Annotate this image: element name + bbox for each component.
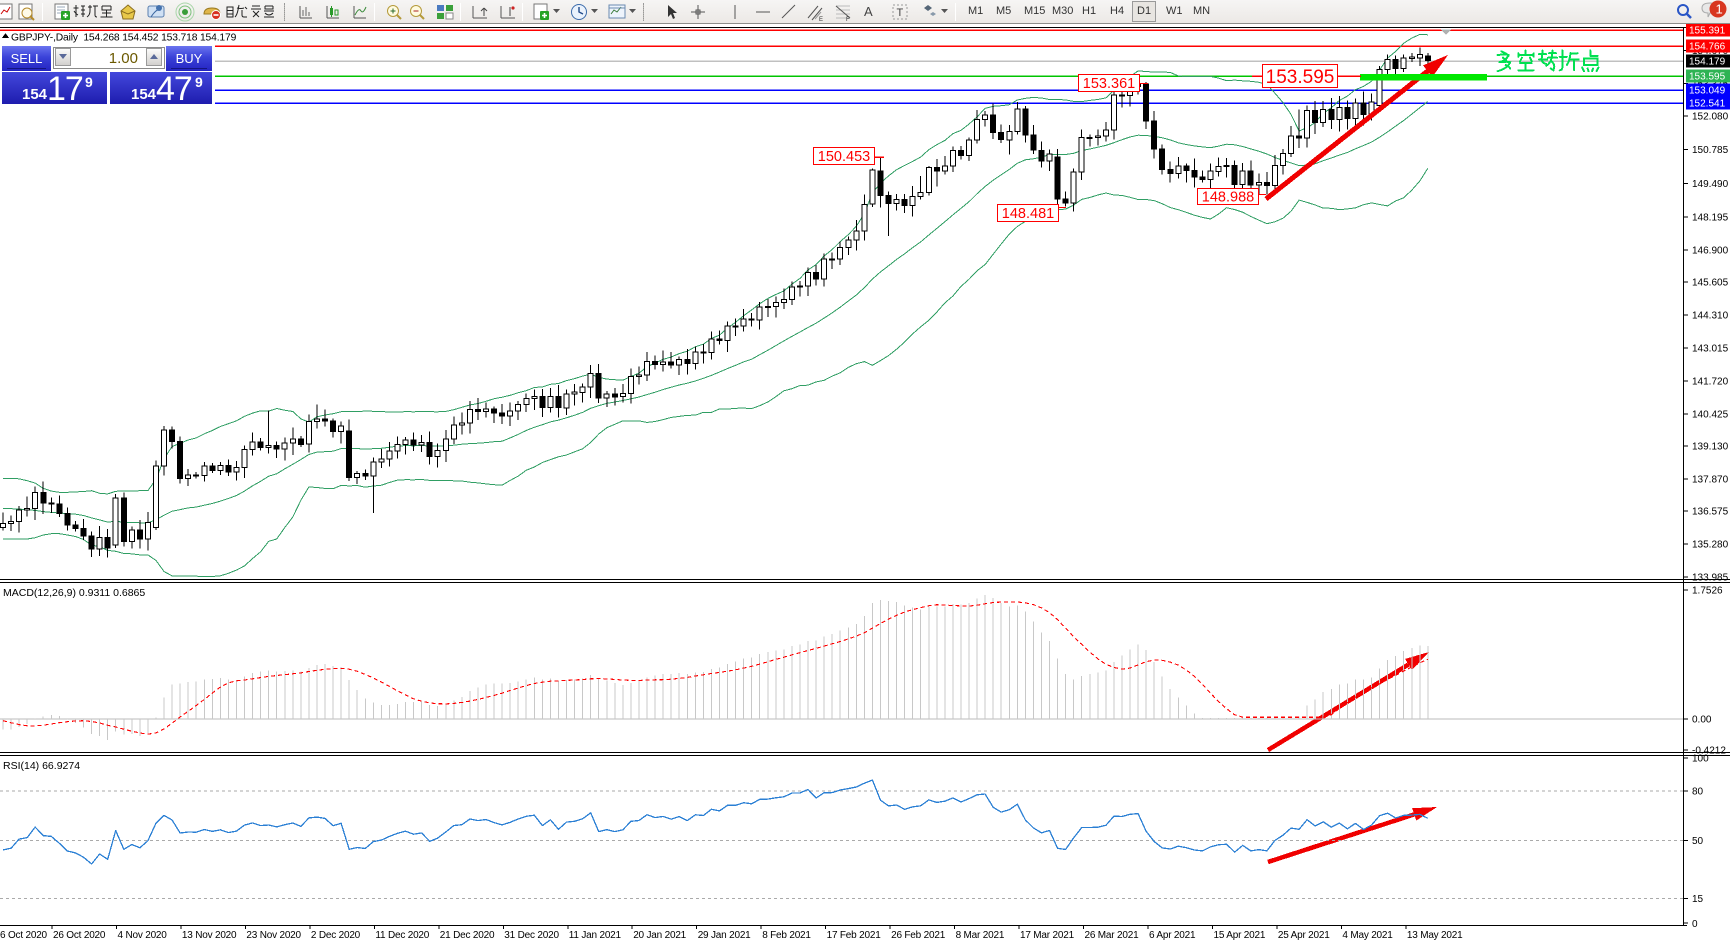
- svg-text:133.985: 133.985: [1692, 573, 1729, 584]
- svg-text:154.766: 154.766: [1689, 42, 1726, 53]
- svg-text:RSI(14) 66.9274: RSI(14) 66.9274: [3, 760, 80, 772]
- svg-text:137.870: 137.870: [1692, 475, 1729, 486]
- svg-text:152.080: 152.080: [1692, 112, 1729, 123]
- svg-text:8 Mar 2021: 8 Mar 2021: [956, 930, 1005, 941]
- svg-text:2 Dec 2020: 2 Dec 2020: [311, 930, 361, 941]
- svg-text:152.541: 152.541: [1689, 99, 1726, 110]
- svg-text:148.195: 148.195: [1692, 212, 1729, 223]
- svg-text:0: 0: [1692, 919, 1698, 930]
- svg-text:153.595: 153.595: [1266, 67, 1335, 88]
- svg-text:144.310: 144.310: [1692, 310, 1729, 321]
- svg-text:13 May 2021: 13 May 2021: [1407, 930, 1463, 941]
- svg-text:153.361: 153.361: [1083, 76, 1135, 92]
- svg-text:F: F: [846, 17, 850, 22]
- svg-text:GBPJPY-,Daily 154.268 154.452: GBPJPY-,Daily 154.268 154.452 153.718 15…: [11, 33, 237, 44]
- svg-text:8 Feb 2021: 8 Feb 2021: [762, 930, 811, 941]
- svg-text:0.00: 0.00: [1692, 715, 1712, 726]
- svg-text:148.988: 148.988: [1202, 190, 1254, 206]
- svg-text:4 Nov 2020: 4 Nov 2020: [118, 930, 168, 941]
- svg-text:17 Feb 2021: 17 Feb 2021: [827, 930, 882, 941]
- svg-text:136.575: 136.575: [1692, 507, 1729, 518]
- svg-text:11 Dec 2020: 11 Dec 2020: [375, 930, 429, 941]
- svg-text:11 Jan 2021: 11 Jan 2021: [569, 930, 622, 941]
- svg-text:139.130: 139.130: [1692, 442, 1729, 453]
- svg-text:153.049: 153.049: [1689, 86, 1726, 97]
- svg-text:MACD(12,26,9) 0.9311 0.6865: MACD(12,26,9) 0.9311 0.6865: [3, 587, 145, 599]
- svg-text:146.900: 146.900: [1692, 245, 1729, 256]
- svg-text:149.490: 149.490: [1692, 179, 1729, 190]
- svg-text:4 May 2021: 4 May 2021: [1342, 930, 1393, 941]
- svg-text:29 Jan 2021: 29 Jan 2021: [698, 930, 751, 941]
- svg-text:26 Mar 2021: 26 Mar 2021: [1085, 930, 1140, 941]
- svg-text:1: 1: [1716, 2, 1723, 17]
- svg-text:T: T: [897, 7, 904, 19]
- svg-text:100: 100: [1692, 754, 1709, 765]
- svg-text:145.605: 145.605: [1692, 277, 1729, 288]
- svg-text:25 Apr 2021: 25 Apr 2021: [1278, 930, 1330, 941]
- svg-text:26 Feb 2021: 26 Feb 2021: [891, 930, 946, 941]
- svg-text:80: 80: [1692, 787, 1704, 798]
- svg-text:23 Nov 2020: 23 Nov 2020: [246, 930, 301, 941]
- svg-text:31 Dec 2020: 31 Dec 2020: [504, 930, 559, 941]
- svg-text:150.785: 150.785: [1692, 145, 1729, 156]
- svg-text:155.391: 155.391: [1689, 26, 1726, 37]
- svg-text:1.7526: 1.7526: [1692, 586, 1723, 597]
- svg-text:143.015: 143.015: [1692, 343, 1729, 354]
- svg-text:50: 50: [1692, 836, 1704, 847]
- svg-text:15 Apr 2021: 15 Apr 2021: [1214, 930, 1266, 941]
- svg-text:154.179: 154.179: [1689, 57, 1726, 68]
- svg-text:15: 15: [1692, 894, 1704, 905]
- svg-text:141.720: 141.720: [1692, 376, 1729, 387]
- svg-text:E: E: [819, 17, 823, 22]
- svg-text:-0.4212: -0.4212: [1692, 746, 1726, 757]
- svg-text:20 Jan 2021: 20 Jan 2021: [633, 930, 686, 941]
- svg-text:153.595: 153.595: [1689, 72, 1726, 83]
- svg-text:21 Dec 2020: 21 Dec 2020: [440, 930, 495, 941]
- svg-text:26 Oct 2020: 26 Oct 2020: [53, 930, 106, 941]
- svg-text:17 Mar 2021: 17 Mar 2021: [1020, 930, 1075, 941]
- svg-text:148.481: 148.481: [1002, 206, 1054, 222]
- svg-text:135.280: 135.280: [1692, 540, 1729, 551]
- svg-text:6 Apr 2021: 6 Apr 2021: [1149, 930, 1196, 941]
- svg-text:140.425: 140.425: [1692, 409, 1729, 420]
- svg-text:13 Nov 2020: 13 Nov 2020: [182, 930, 237, 941]
- svg-text:6 Oct 2020: 6 Oct 2020: [0, 930, 48, 941]
- svg-text:150.453: 150.453: [818, 149, 870, 165]
